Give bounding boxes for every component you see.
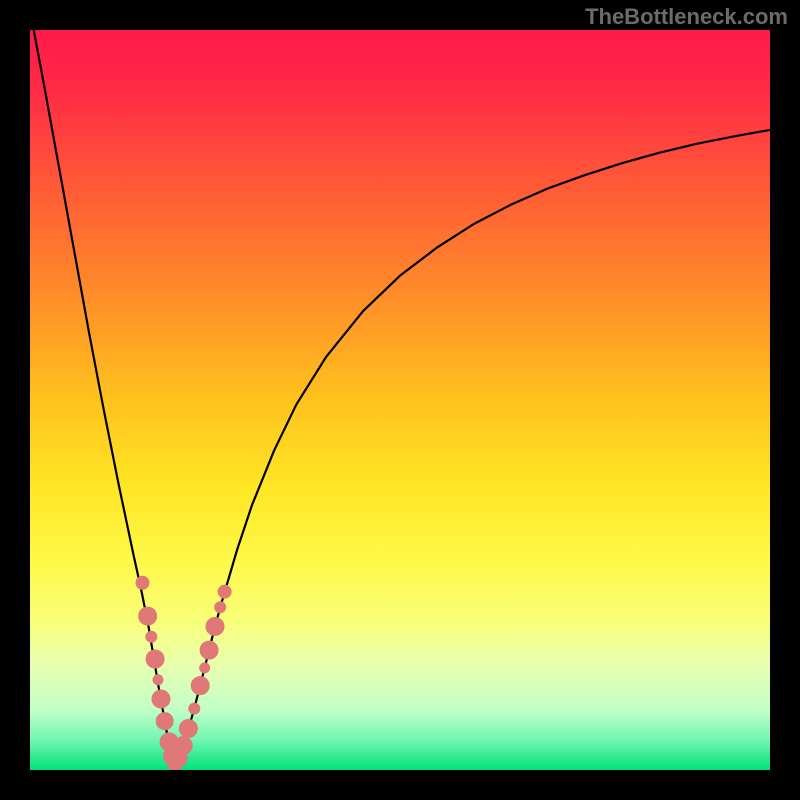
data-marker xyxy=(179,720,197,738)
data-marker xyxy=(174,737,192,755)
plot-gradient-background xyxy=(30,30,770,770)
data-marker xyxy=(146,631,157,642)
chart-svg xyxy=(0,0,800,800)
data-marker xyxy=(191,677,209,695)
data-marker xyxy=(152,690,170,708)
data-marker xyxy=(136,576,149,589)
bottleneck-chart: TheBottleneck.com xyxy=(0,0,800,800)
data-marker xyxy=(218,585,231,598)
data-marker xyxy=(156,713,173,730)
watermark-text: TheBottleneck.com xyxy=(585,4,788,30)
data-marker xyxy=(153,675,163,685)
data-marker xyxy=(200,641,218,659)
data-marker xyxy=(200,663,210,673)
data-marker xyxy=(206,617,224,635)
data-marker xyxy=(139,607,157,625)
data-marker xyxy=(189,703,200,714)
data-marker xyxy=(146,650,164,668)
data-marker xyxy=(215,602,226,613)
